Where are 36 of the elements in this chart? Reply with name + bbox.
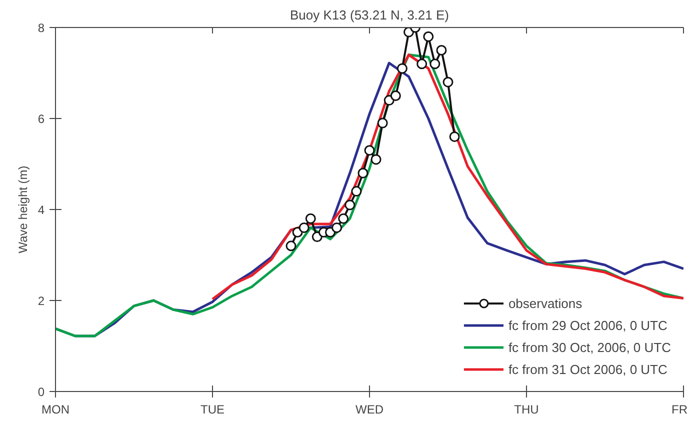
point [416,58,428,70]
x-tick-label: WED [356,402,384,416]
y-tick-label: 8 [38,21,45,35]
point [351,186,362,197]
point [423,31,434,42]
point [305,213,316,224]
y-tick-label: 0 [38,385,45,399]
point [286,240,296,252]
point [338,213,349,224]
point [377,118,388,128]
legend-label: observations [508,296,582,310]
x-tick-label: TUE [200,402,224,416]
y-tick-label: 2 [38,294,45,308]
y-tick-label: 4 [38,203,45,217]
point [436,45,447,56]
legend-label: fc from 29 Oct 2006, 0 UTC [508,318,668,332]
point [364,145,375,156]
point [442,76,454,88]
legend-label: fc from 31 Oct 2006, 0 UTC [508,362,668,376]
point [358,168,368,178]
point [298,222,310,233]
point [332,222,342,233]
x-tick-label: FR [672,402,687,416]
point [396,63,408,74]
point [449,131,460,142]
point [370,154,382,165]
chart-title: Buoy K13 (53.21 N, 3.21 E) [290,8,449,22]
y-axis-title: Wave height (m) [16,166,30,254]
point [344,200,356,210]
x-tick-label: THU [514,402,539,416]
point [430,58,440,70]
legend-label: fc from 30 Oct, 2006, 0 UTC [508,340,671,354]
point [390,90,401,101]
y-tick-label: 6 [38,112,45,126]
x-tick-label: MON [42,402,70,416]
line-series [211,54,684,300]
